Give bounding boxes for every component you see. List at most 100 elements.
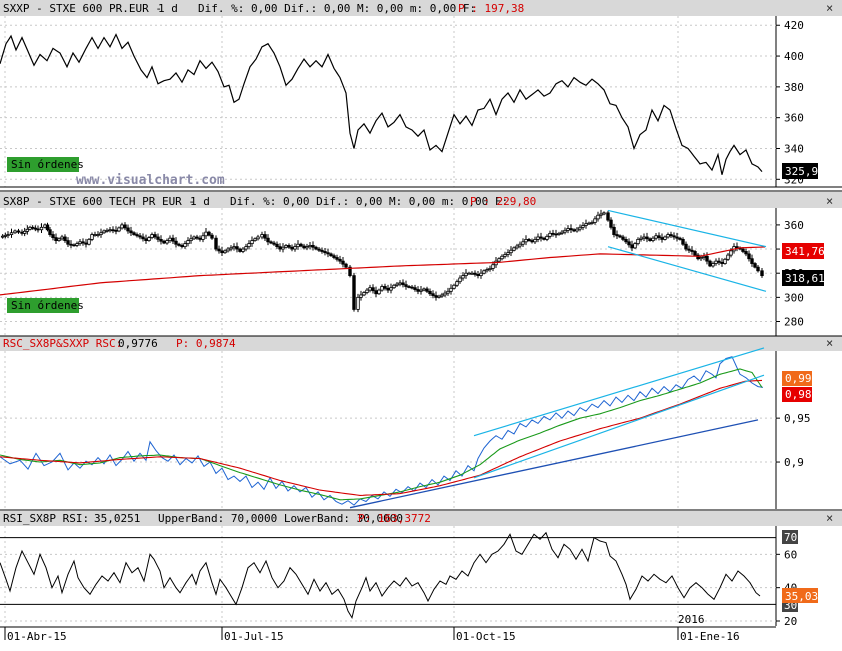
panel-sxxp-header xyxy=(0,0,842,16)
candle-body xyxy=(419,289,423,292)
panel-sx8p-grid xyxy=(0,208,776,336)
candle-body xyxy=(566,228,570,231)
candle-body xyxy=(129,230,133,234)
candle-body xyxy=(114,229,118,232)
candle-body xyxy=(293,246,297,250)
candle-body xyxy=(729,250,733,256)
candle-body xyxy=(383,286,387,289)
candle-body xyxy=(256,236,260,240)
candle-body xyxy=(123,224,127,229)
y-tick-label: 60 xyxy=(784,548,797,561)
candle-body xyxy=(6,234,10,236)
rsc-slow-average xyxy=(0,379,763,496)
rsc-channel-upper[interactable] xyxy=(473,347,765,437)
candle-body xyxy=(13,230,17,234)
candle-body xyxy=(446,290,450,294)
candle-body xyxy=(308,245,312,248)
candle-body xyxy=(186,240,190,245)
panel-rsc-value: 0,9776 xyxy=(118,337,158,350)
candle-body xyxy=(482,270,486,274)
panel-rsc: RSC_SX8P&SXXP RSC: 0,9776 P: 0,9874 × 0,… xyxy=(0,336,842,509)
panel-sx8p-orders[interactable]: Sin órdenes xyxy=(7,298,84,313)
panel-rsi-plot[interactable] xyxy=(0,526,776,626)
panel-rsi-label: RSI_SX8P RSI: xyxy=(3,512,89,525)
candle-body xyxy=(602,212,606,215)
candle-body xyxy=(244,246,248,250)
candle-body xyxy=(138,235,142,238)
candle-body xyxy=(359,294,363,298)
candle-body xyxy=(36,228,40,231)
panel-sxxp-close-icon[interactable]: × xyxy=(826,1,833,15)
candle-body xyxy=(207,231,211,236)
panel-sxxp-price: P : 197,38 xyxy=(458,2,524,15)
rsc-ratio-series xyxy=(0,356,764,506)
candle-body xyxy=(476,274,480,277)
candle-body xyxy=(455,281,459,286)
candle-body xyxy=(747,253,751,260)
panel-sxxp-orders[interactable]: Sin órdenes xyxy=(7,157,84,172)
candle-body xyxy=(210,234,214,239)
rsi-tag-last-value: 35,03 xyxy=(785,590,818,603)
candle-body xyxy=(9,232,14,235)
candle-body xyxy=(744,251,748,255)
candle-body xyxy=(633,243,637,249)
candle-body xyxy=(581,225,585,228)
candle-body xyxy=(714,260,718,264)
candle-body xyxy=(275,243,279,248)
panel-sx8p: SX8P - STXE 600 TECH PR EUR - 1 d Dif. %… xyxy=(0,192,842,336)
panel-rsc-tag-2: 0,98 xyxy=(782,387,812,402)
candle-body xyxy=(612,226,616,235)
candle-body xyxy=(51,234,55,238)
candle-body xyxy=(60,236,64,240)
candle-body xyxy=(48,229,52,235)
candle-body xyxy=(314,246,318,250)
sxxp-orders-label: Sin órdenes xyxy=(11,158,84,171)
candle-body xyxy=(687,248,691,251)
x-tick-label: 01-Ene-16 xyxy=(680,630,740,643)
candle-body xyxy=(332,255,336,258)
candle-body xyxy=(241,248,245,252)
candle-body xyxy=(135,234,139,237)
panel-rsc-close-icon[interactable]: × xyxy=(826,336,833,350)
panel-rsc-price: P: 0,9874 xyxy=(176,337,236,350)
candle-body xyxy=(153,234,157,238)
candle-body xyxy=(563,229,567,233)
candle-body xyxy=(624,238,628,243)
candle-body xyxy=(204,231,208,237)
panel-rsc-label: RSC_SX8P&SXXP RSC: xyxy=(3,337,122,350)
panel-sx8p-close-icon[interactable]: × xyxy=(826,194,833,208)
sx8p-channel-lower[interactable] xyxy=(607,246,767,292)
rsc-channel-lower[interactable] xyxy=(473,374,765,479)
panel-rsi-close-icon[interactable]: × xyxy=(826,511,833,525)
panel-sxxp-yaxis xyxy=(776,16,842,187)
candle-body xyxy=(195,236,199,239)
watermark: www.visualchart.com xyxy=(76,173,225,188)
candle-body xyxy=(488,267,492,270)
candle-body xyxy=(636,238,640,245)
candle-body xyxy=(235,246,239,250)
y-tick-label: 300 xyxy=(784,291,804,304)
candle-body xyxy=(596,214,600,220)
candle-body xyxy=(750,258,754,264)
candle-body xyxy=(22,230,27,234)
panel-sxxp-plot[interactable] xyxy=(0,16,776,187)
candle-body xyxy=(705,255,709,262)
candle-body xyxy=(302,245,306,249)
candle-body xyxy=(69,243,73,246)
candle-body xyxy=(434,295,438,298)
candle-body xyxy=(500,255,504,260)
candle-body xyxy=(238,248,242,252)
candle-body xyxy=(521,241,525,245)
candle-body xyxy=(132,232,136,235)
candle-body xyxy=(296,243,300,248)
panel-sxxp-period: 1 d xyxy=(158,2,178,15)
candle-body xyxy=(284,245,288,248)
rsc-trendline[interactable] xyxy=(349,419,759,509)
rsi-tag-upper-value: 70 xyxy=(784,531,797,544)
sx8p-channel-upper[interactable] xyxy=(607,209,767,248)
panel-rsc-plot[interactable] xyxy=(0,351,776,509)
candle-body xyxy=(416,289,420,292)
candle-body xyxy=(621,236,625,240)
